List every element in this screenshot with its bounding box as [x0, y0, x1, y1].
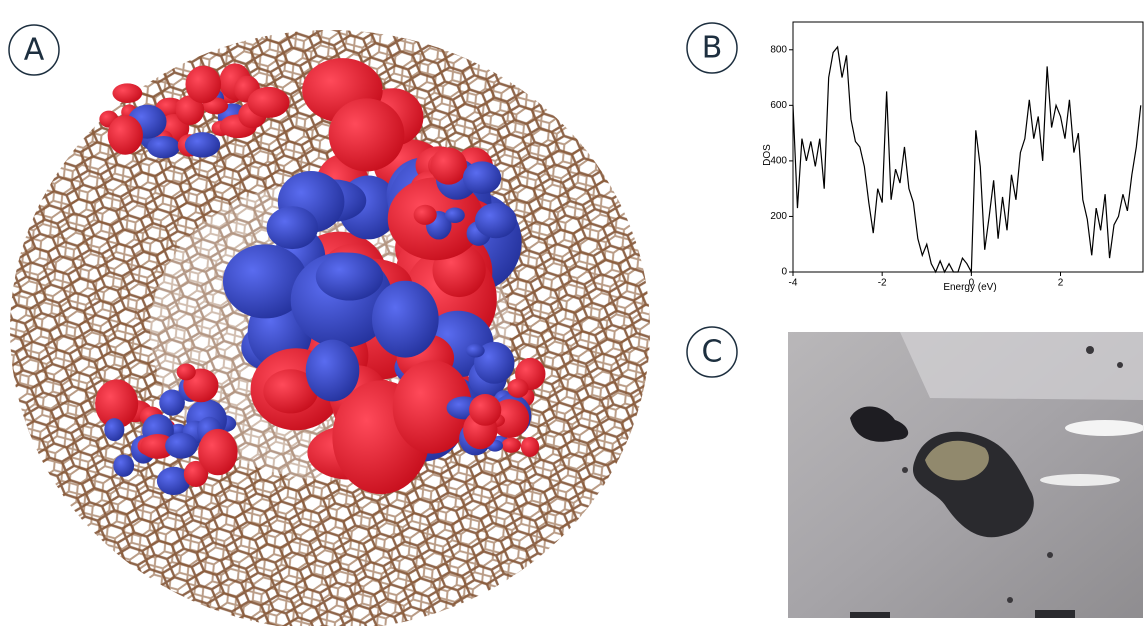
y-tick-label: 0 [781, 267, 787, 278]
orbital-lobe [474, 202, 517, 239]
orbital-lobe [198, 428, 238, 476]
orbital-lobe [165, 432, 198, 459]
glass-reflection [900, 332, 1143, 400]
y-axis-title: DOS [762, 144, 773, 166]
highlight [1065, 420, 1144, 436]
panel-label: A [24, 33, 45, 68]
orbital-lobe [520, 436, 540, 457]
orbital-lobe [413, 204, 437, 225]
orbital-lobe [247, 86, 290, 118]
panel-label: B [702, 31, 723, 66]
x-tick-label: 0 [969, 278, 975, 289]
panel-badge [686, 22, 738, 74]
orbital-lobes [95, 58, 546, 496]
orbital-lobe [372, 280, 439, 358]
orbital-lobe [507, 378, 529, 398]
orbital-lobe [392, 360, 472, 454]
orbital-lobe [266, 206, 319, 250]
x-axis-title: Energy (eV) [943, 282, 996, 293]
orbital-lobe [176, 363, 196, 381]
sample-fragment [850, 406, 909, 442]
y-tick-label: 400 [770, 156, 787, 167]
orbital-lobe [430, 147, 468, 185]
x-tick-label: -4 [789, 278, 798, 289]
particle [1035, 610, 1075, 618]
orbital-lobe [113, 454, 135, 477]
orbital-lobe [465, 343, 485, 358]
sample-sheen [925, 440, 989, 481]
y-tick-label: 600 [770, 100, 787, 111]
panel-label: C [702, 335, 723, 370]
particle [1007, 597, 1013, 603]
particle [902, 467, 908, 473]
particle [850, 612, 890, 618]
orbital-lobe [315, 252, 384, 301]
particle [1086, 346, 1094, 354]
orbital-lobe [184, 132, 221, 158]
orbital-lobe [95, 379, 139, 429]
orbital-lobe [183, 460, 209, 488]
orbital-lobe [263, 369, 319, 414]
orbital-lobe [104, 418, 125, 442]
orbital-lobe [185, 65, 222, 104]
orbital-lobe [107, 115, 143, 155]
dos-line [792, 45, 1142, 275]
orbital-lobe [305, 339, 360, 402]
orbital-lobe [175, 95, 205, 126]
highlight [1040, 474, 1120, 486]
panel-badge [686, 326, 738, 378]
orbital-lobe [156, 466, 191, 496]
particle [1047, 552, 1053, 558]
orbital-lobe [469, 394, 502, 426]
particle [1117, 362, 1123, 368]
orbital-lobe [444, 207, 465, 224]
orbital-lobe [462, 161, 502, 195]
x-tick-label: -2 [878, 278, 887, 289]
plot-frame [792, 21, 1144, 273]
orbital-lobe [222, 244, 308, 319]
y-tick-label: 200 [770, 211, 787, 222]
orbital-lobe [501, 437, 521, 453]
orbital-lobe [147, 135, 180, 159]
orbital-lobe [159, 389, 185, 416]
panel-badge [8, 24, 60, 76]
sample-photo [788, 332, 1144, 618]
x-tick-label: 2 [1058, 278, 1064, 289]
orbital-lobe [112, 83, 143, 103]
y-tick-label: 800 [770, 44, 787, 55]
dos-chart: Energy (eV) DOS 0 200 400 600 800 -4 -2 0 2 [762, 21, 1144, 293]
orbital-lobe [328, 98, 405, 172]
